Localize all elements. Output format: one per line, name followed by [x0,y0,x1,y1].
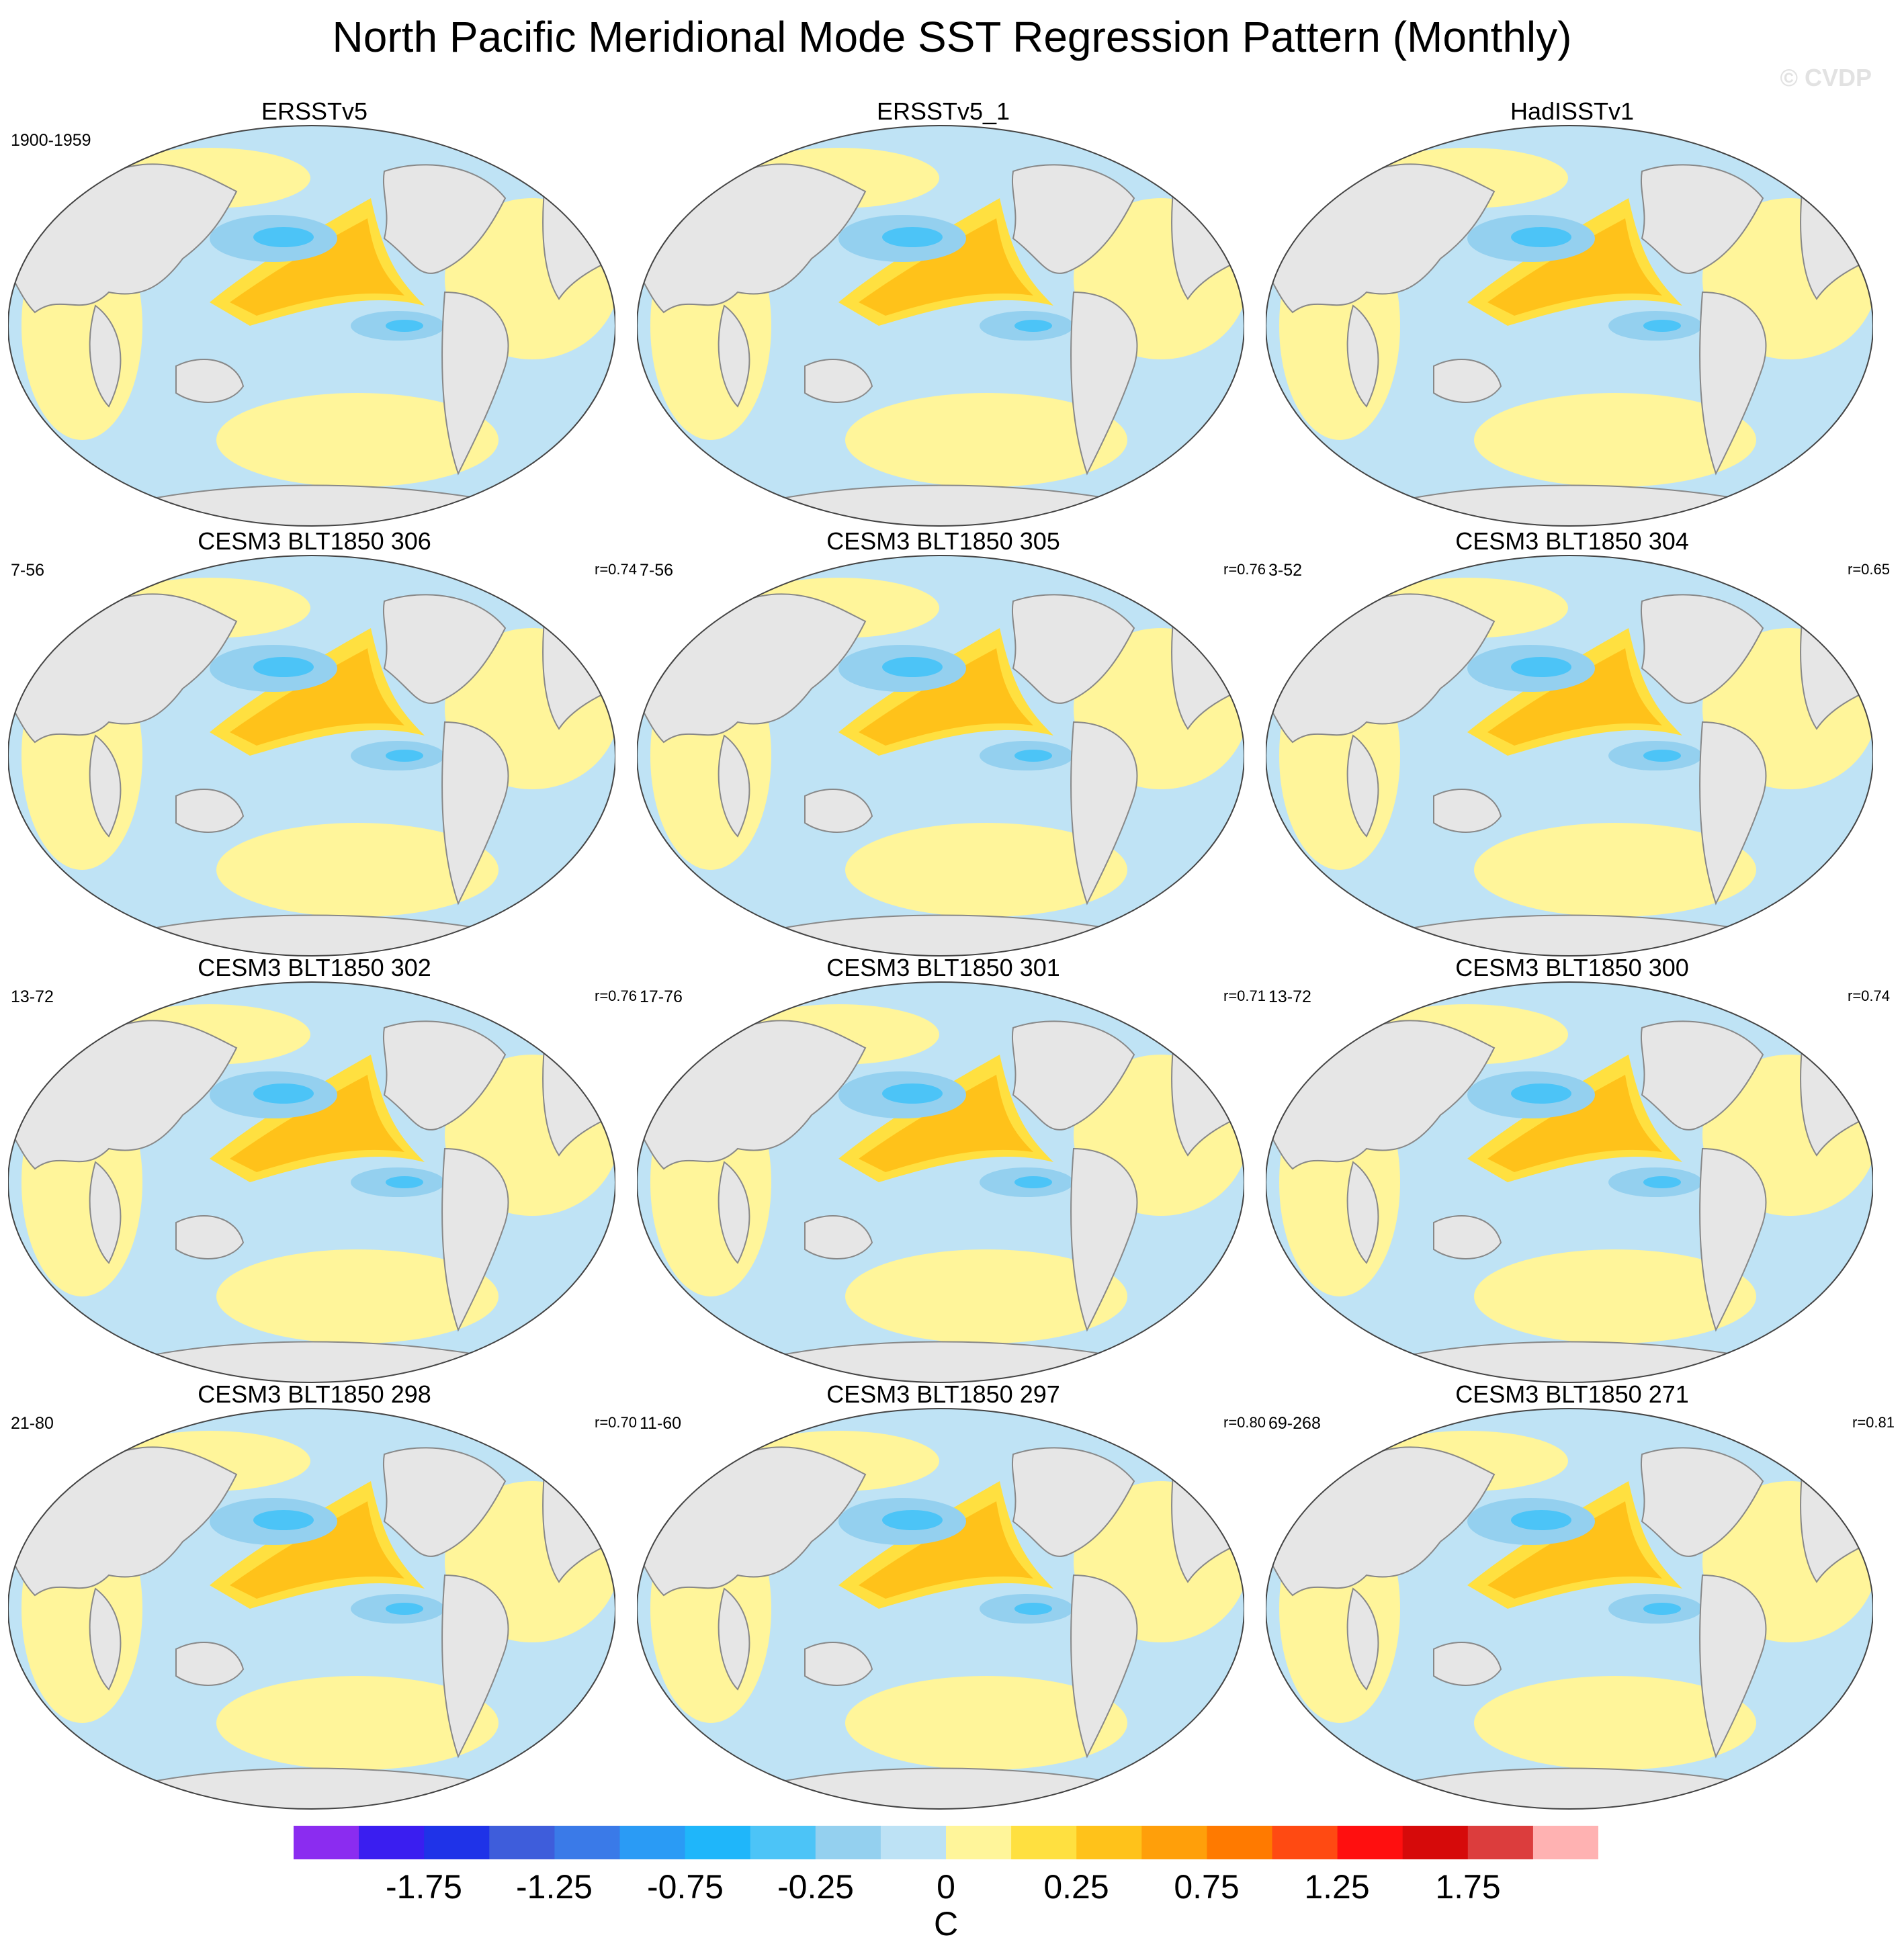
world-map [1266,1407,1873,1810]
world-map [8,124,615,527]
panel-title: CESM3 BLT1850 305 [826,527,1060,555]
colorbar-tick-label: 0.75 [1174,1868,1240,1906]
panel-title: CESM3 BLT1850 271 [1455,1380,1689,1408]
panel-years: 7-56 [640,561,674,580]
world-map [637,124,1244,527]
panel-years: 3-52 [1268,561,1303,580]
panel-title: HadISSTv1 [1510,97,1635,125]
colorbar-swatch [1207,1826,1272,1859]
panel-years: 69-268 [1268,1414,1321,1433]
map-panel: CESM3 BLT1850 298 21-80 r=0.70 [0,1380,637,1810]
map-panel: CESM3 BLT1850 297 11-60 r=0.80 [629,1380,1266,1810]
colorbar-swatch [294,1826,359,1859]
colorbar-tick-label: -0.75 [647,1868,724,1906]
colorbar-swatch [1467,1826,1534,1859]
colorbar-tick-label: 1.75 [1435,1868,1501,1906]
world-map [637,1407,1244,1810]
panel-title: CESM3 BLT1850 302 [198,954,431,981]
map-panel: CESM3 BLT1850 304 3-52 r=0.65 [1258,527,1890,957]
colorbar-swatch [1402,1826,1469,1859]
world-map [8,554,615,957]
pattern-correlation: r=0.65 [1848,561,1890,578]
panel-years: 7-56 [11,561,45,580]
panel-years: 1900-1959 [11,131,91,150]
map-panel: CESM3 BLT1850 305 7-56 r=0.76 [629,527,1266,957]
pattern-correlation: r=0.76 [1223,561,1266,578]
world-map [1266,124,1873,527]
map-panel: CESM3 BLT1850 306 7-56 r=0.74 [0,527,637,957]
colorbar-swatch [1337,1826,1403,1859]
map-panel: CESM3 BLT1850 300 13-72 r=0.74 [1258,954,1890,1384]
world-map [637,554,1244,957]
pattern-correlation: r=0.76 [595,987,637,1004]
world-map [8,1407,615,1810]
colorbar-swatch [1532,1826,1598,1859]
panel-title: CESM3 BLT1850 301 [826,954,1060,981]
panel-years: 17-76 [640,987,683,1006]
colorbar-tick-label: 0.25 [1043,1868,1109,1906]
watermark: © CVDP [1780,64,1872,91]
panel-years: 13-72 [1268,987,1311,1006]
pattern-correlation: r=0.80 [1223,1414,1266,1431]
map-panel: CESM3 BLT1850 301 17-76 r=0.71 [629,954,1266,1384]
map-panel: HadISSTv1 [1258,97,1887,527]
colorbar-swatch [359,1826,425,1859]
world-map [637,981,1244,1384]
map-panel: CESM3 BLT1850 271 69-268 r=0.81 [1258,1380,1895,1810]
panel-years: 11-60 [640,1414,682,1433]
colorbar-swatch [424,1826,490,1859]
colorbar-swatch [880,1826,947,1859]
panel-title: CESM3 BLT1850 306 [198,527,431,555]
colorbar-tick-label: 1.25 [1304,1868,1370,1906]
pattern-correlation: r=0.81 [1852,1414,1895,1431]
map-panel: ERSSTv5_1 [629,97,1258,527]
panel-title: CESM3 BLT1850 298 [198,1380,431,1408]
figure-title: North Pacific Meridional Mode SST Regres… [332,13,1572,61]
colorbar-tick-label: 0 [937,1868,955,1906]
colorbar-tick-label: -1.75 [386,1868,462,1906]
colorbar-swatch [750,1826,816,1859]
colorbar-swatch [554,1826,620,1859]
world-map [1266,554,1873,957]
panel-title: CESM3 BLT1850 304 [1455,527,1689,555]
pattern-correlation: r=0.74 [595,561,637,578]
panel-years: 21-80 [11,1414,54,1433]
pattern-correlation: r=0.74 [1848,987,1890,1004]
pattern-correlation: r=0.71 [1223,987,1266,1004]
colorbar-swatch [619,1826,686,1859]
colorbar-swatch [685,1826,751,1859]
map-panel: CESM3 BLT1850 302 13-72 r=0.76 [0,954,637,1384]
colorbar-swatch [946,1826,1012,1859]
colorbar-swatch [1272,1826,1338,1859]
pattern-correlation: r=0.70 [595,1414,637,1431]
panel-title: CESM3 BLT1850 297 [826,1380,1060,1408]
map-panel: ERSSTv5 1900-1959 [0,97,629,527]
colorbar-swatch [1011,1826,1077,1859]
colorbar [294,1826,1598,1859]
colorbar-swatch [1076,1826,1142,1859]
colorbar-swatch [1141,1826,1207,1859]
panel-title: CESM3 BLT1850 300 [1455,954,1689,981]
colorbar-tick-label: -1.25 [516,1868,593,1906]
world-map [8,981,615,1384]
panel-title: ERSSTv5 [261,97,368,125]
colorbar-units: C [933,1905,959,1943]
colorbar-swatch [489,1826,555,1859]
panel-title: ERSSTv5_1 [876,97,1010,125]
colorbar-tick-label: -0.25 [777,1868,854,1906]
panel-years: 13-72 [11,987,54,1006]
world-map [1266,981,1873,1384]
colorbar-swatch [815,1826,881,1859]
